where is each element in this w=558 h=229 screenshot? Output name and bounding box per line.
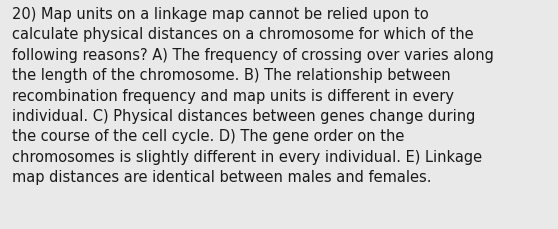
Text: 20) Map units on a linkage map cannot be relied upon to
calculate physical dista: 20) Map units on a linkage map cannot be… (12, 7, 494, 184)
